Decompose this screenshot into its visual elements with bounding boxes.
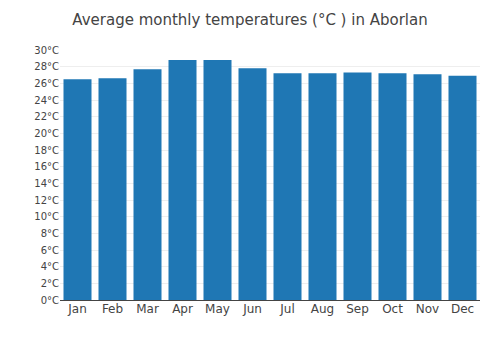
svg-text:Dec: Dec xyxy=(451,302,474,316)
svg-text:Jul: Jul xyxy=(279,302,294,316)
svg-text:Jan: Jan xyxy=(67,302,87,316)
svg-text:Average monthly temperatures (: Average monthly temperatures (°C ) in Ab… xyxy=(72,11,427,29)
svg-text:Nov: Nov xyxy=(416,302,439,316)
svg-text:12°C: 12°C xyxy=(34,195,59,206)
svg-text:26°C: 26°C xyxy=(34,78,59,89)
svg-text:28°C: 28°C xyxy=(34,61,59,72)
svg-text:Jun: Jun xyxy=(242,302,262,316)
svg-text:10°C: 10°C xyxy=(34,211,59,222)
svg-text:Oct: Oct xyxy=(382,302,403,316)
svg-text:18°C: 18°C xyxy=(34,145,59,156)
svg-text:May: May xyxy=(205,302,230,316)
svg-text:4°C: 4°C xyxy=(41,261,59,272)
svg-text:Feb: Feb xyxy=(102,302,123,316)
svg-text:2°C: 2°C xyxy=(41,278,59,289)
svg-text:30°C: 30°C xyxy=(34,45,59,56)
svg-text:14°C: 14°C xyxy=(34,178,59,189)
svg-text:8°C: 8°C xyxy=(41,228,59,239)
svg-text:22°C: 22°C xyxy=(34,111,59,122)
svg-text:20°C: 20°C xyxy=(34,128,59,139)
svg-text:Mar: Mar xyxy=(136,302,159,316)
svg-text:Aug: Aug xyxy=(311,302,334,316)
svg-text:Apr: Apr xyxy=(172,302,193,316)
svg-text:Sep: Sep xyxy=(346,302,369,316)
svg-text:0°C: 0°C xyxy=(41,295,59,306)
svg-text:16°C: 16°C xyxy=(34,161,59,172)
svg-text:6°C: 6°C xyxy=(41,245,59,256)
svg-text:24°C: 24°C xyxy=(34,95,59,106)
